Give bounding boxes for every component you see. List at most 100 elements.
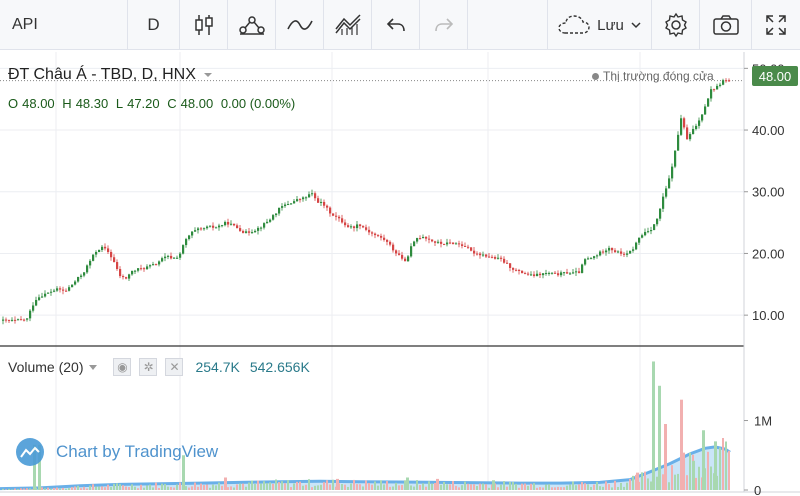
interval-button[interactable]: D [128, 0, 180, 50]
candle [347, 223, 350, 228]
series-legend[interactable]: ĐT Châu Á - TBD, D, HNX [8, 66, 212, 84]
volume-bar [419, 485, 421, 490]
volume-bar [656, 476, 658, 490]
volume-bar [458, 487, 460, 490]
candle [242, 229, 245, 234]
volume-bar [158, 487, 160, 490]
candle [509, 263, 512, 272]
interval-label: D [147, 15, 160, 34]
volume-caret-icon[interactable] [89, 364, 98, 370]
chart-type-button[interactable] [180, 0, 228, 50]
candle [518, 268, 521, 275]
tradingview-watermark[interactable]: Chart by TradingView [16, 438, 218, 466]
candle [128, 273, 131, 281]
save-button[interactable]: Lưu [548, 0, 652, 50]
volume-bar [482, 483, 484, 490]
candle [407, 255, 410, 262]
market-status-label: Thị trường đóng cửa [603, 69, 714, 83]
symbol-search[interactable]: API [0, 0, 128, 50]
volume-bar [614, 480, 616, 490]
candle [50, 288, 53, 296]
volume-bar [33, 444, 36, 490]
candle [95, 250, 98, 258]
undo-icon [386, 18, 405, 32]
candle [416, 237, 419, 244]
volume-bar [8, 488, 10, 490]
candle [710, 86, 713, 102]
volume-bar [512, 481, 514, 490]
candle [578, 267, 581, 274]
volume-bar [636, 472, 639, 490]
candle [377, 234, 380, 238]
candle [491, 254, 494, 259]
compare-button[interactable] [276, 0, 324, 50]
volume-bar [293, 483, 295, 490]
volume-bar [38, 444, 41, 490]
candle [476, 251, 479, 256]
volume-bar [365, 480, 367, 490]
candle [173, 256, 176, 259]
candle [200, 226, 203, 231]
save-label: Lưu [597, 16, 624, 34]
candle [659, 207, 662, 222]
fullscreen-button[interactable] [752, 0, 800, 50]
volume-bar [110, 487, 112, 490]
price-pane[interactable] [0, 52, 744, 346]
templates-button[interactable] [324, 0, 372, 50]
candle [338, 215, 341, 222]
volume-bar [212, 484, 214, 490]
templates-icon [334, 14, 361, 35]
volume-ma-line [0, 445, 731, 491]
candle [515, 268, 518, 272]
candle [722, 78, 725, 86]
price-tick-label: 20.00 [752, 246, 785, 261]
candle [713, 88, 716, 92]
candle [275, 213, 278, 218]
volume-bar [59, 488, 61, 490]
volume-bar [671, 465, 673, 490]
volume-bar [239, 483, 241, 490]
candle [533, 271, 536, 278]
eye-icon[interactable]: ◉ [113, 358, 132, 376]
candle [437, 239, 440, 244]
candle [143, 267, 146, 272]
candle [563, 271, 566, 276]
redo-button[interactable] [420, 0, 468, 50]
candle [233, 223, 236, 227]
candle [656, 218, 659, 227]
candle [146, 264, 149, 271]
volume-legend[interactable]: Volume (20) ◉ ✲ ✕ 254.7K 542.656K [8, 358, 310, 376]
volume-bar [728, 450, 730, 490]
volume-bar [392, 486, 394, 490]
volume-bar [563, 487, 565, 490]
candle [191, 230, 194, 239]
volume-bar [461, 485, 463, 490]
candle [167, 254, 170, 260]
candle [401, 251, 404, 261]
volume-bar [104, 487, 106, 490]
close-icon[interactable]: ✕ [165, 358, 184, 376]
volume-bar [551, 487, 553, 490]
settings-button[interactable] [652, 0, 700, 50]
candle [212, 222, 215, 231]
undo-button[interactable] [372, 0, 420, 50]
volume-bar [473, 484, 475, 490]
volume-bar [206, 484, 208, 490]
indicators-button[interactable] [228, 0, 276, 50]
volume-bar [422, 483, 424, 490]
price-axis-bg[interactable] [744, 52, 800, 490]
volume-bar [599, 486, 601, 490]
volume-bar [611, 487, 613, 490]
low-value: 47.20 [127, 96, 160, 111]
candle [2, 316, 5, 325]
volume-bar [406, 477, 409, 490]
volume-bar [14, 488, 16, 490]
candle [38, 294, 41, 302]
candle [530, 271, 533, 276]
snapshot-button[interactable] [700, 0, 752, 50]
gear-icon[interactable]: ✲ [139, 358, 158, 376]
